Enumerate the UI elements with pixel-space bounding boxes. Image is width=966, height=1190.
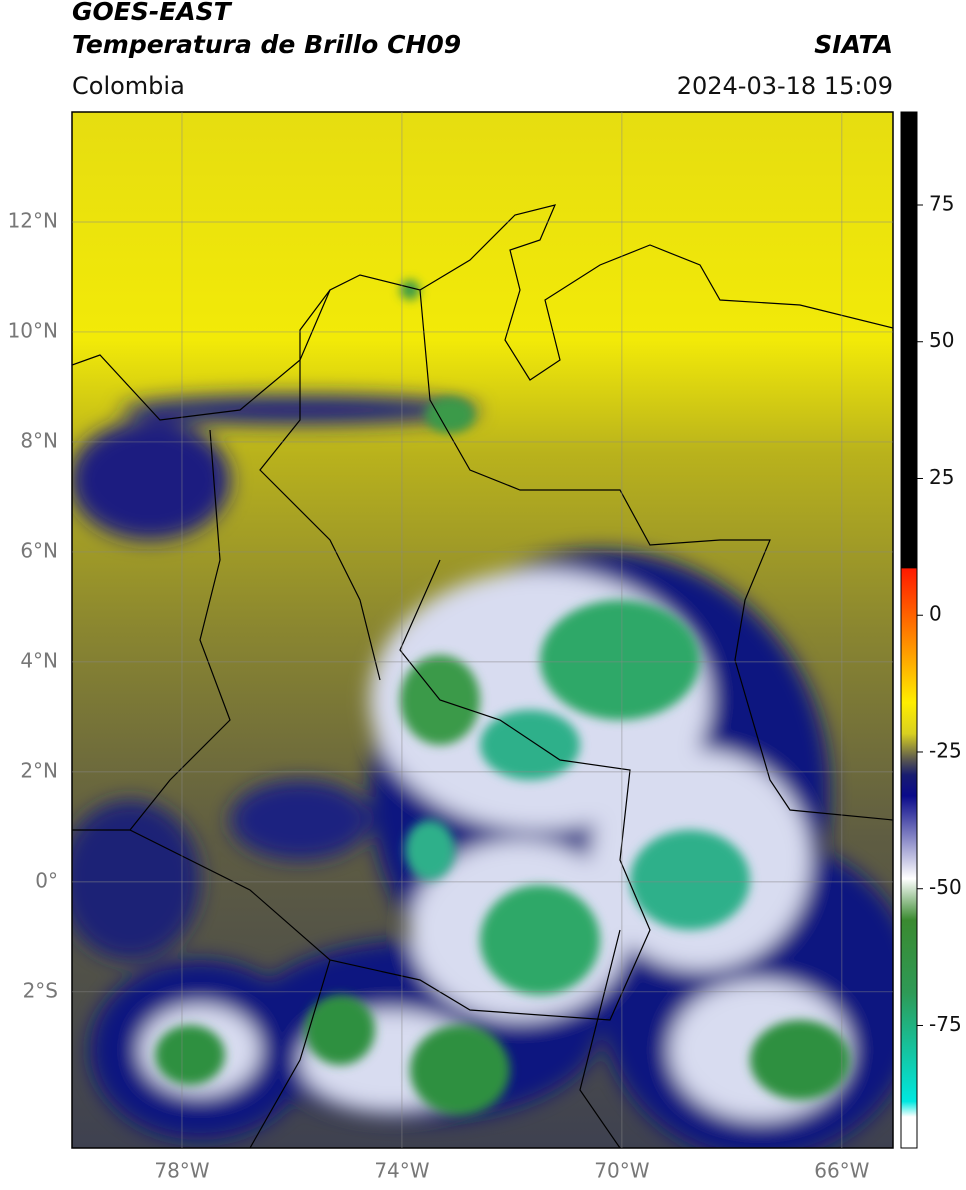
colorbar-tick-label: -50	[929, 875, 962, 899]
lat-tick-label: 2°S	[23, 978, 58, 1002]
region: Colombia	[72, 72, 185, 100]
colorbar-tick-label: 50	[929, 328, 954, 352]
colorbar-tick-label: 75	[929, 191, 954, 215]
lat-tick-label: 2°N	[20, 758, 58, 782]
lon-tick-label: 74°W	[374, 1159, 429, 1183]
lon-tick-label: 66°W	[814, 1159, 869, 1183]
lat-tick-label: 12°N	[8, 208, 58, 232]
colorbar-tick-label: 0	[929, 602, 942, 626]
lon-tick-label: 70°W	[594, 1159, 649, 1183]
lat-tick-label: 0°	[35, 868, 58, 892]
colorbar-tick-label: -75	[929, 1012, 962, 1036]
map-image	[72, 112, 893, 1148]
source: SIATA	[814, 30, 893, 59]
subtitle: Temperatura de Brillo CH09	[72, 30, 461, 59]
lat-tick-label: 4°N	[20, 648, 58, 672]
lat-tick-label: 10°N	[8, 318, 58, 342]
lat-tick-label: 6°N	[20, 538, 58, 562]
map-frame	[71, 111, 894, 1149]
colorbar-tick-label: 25	[929, 465, 954, 489]
title: GOES-EAST	[72, 0, 233, 26]
colorbar	[900, 111, 918, 1149]
lon-tick-label: 78°W	[154, 1159, 209, 1183]
datetime: 2024-03-18 15:09	[677, 72, 893, 100]
colorbar-tick-label: -25	[929, 738, 962, 762]
lat-tick-label: 8°N	[20, 428, 58, 452]
